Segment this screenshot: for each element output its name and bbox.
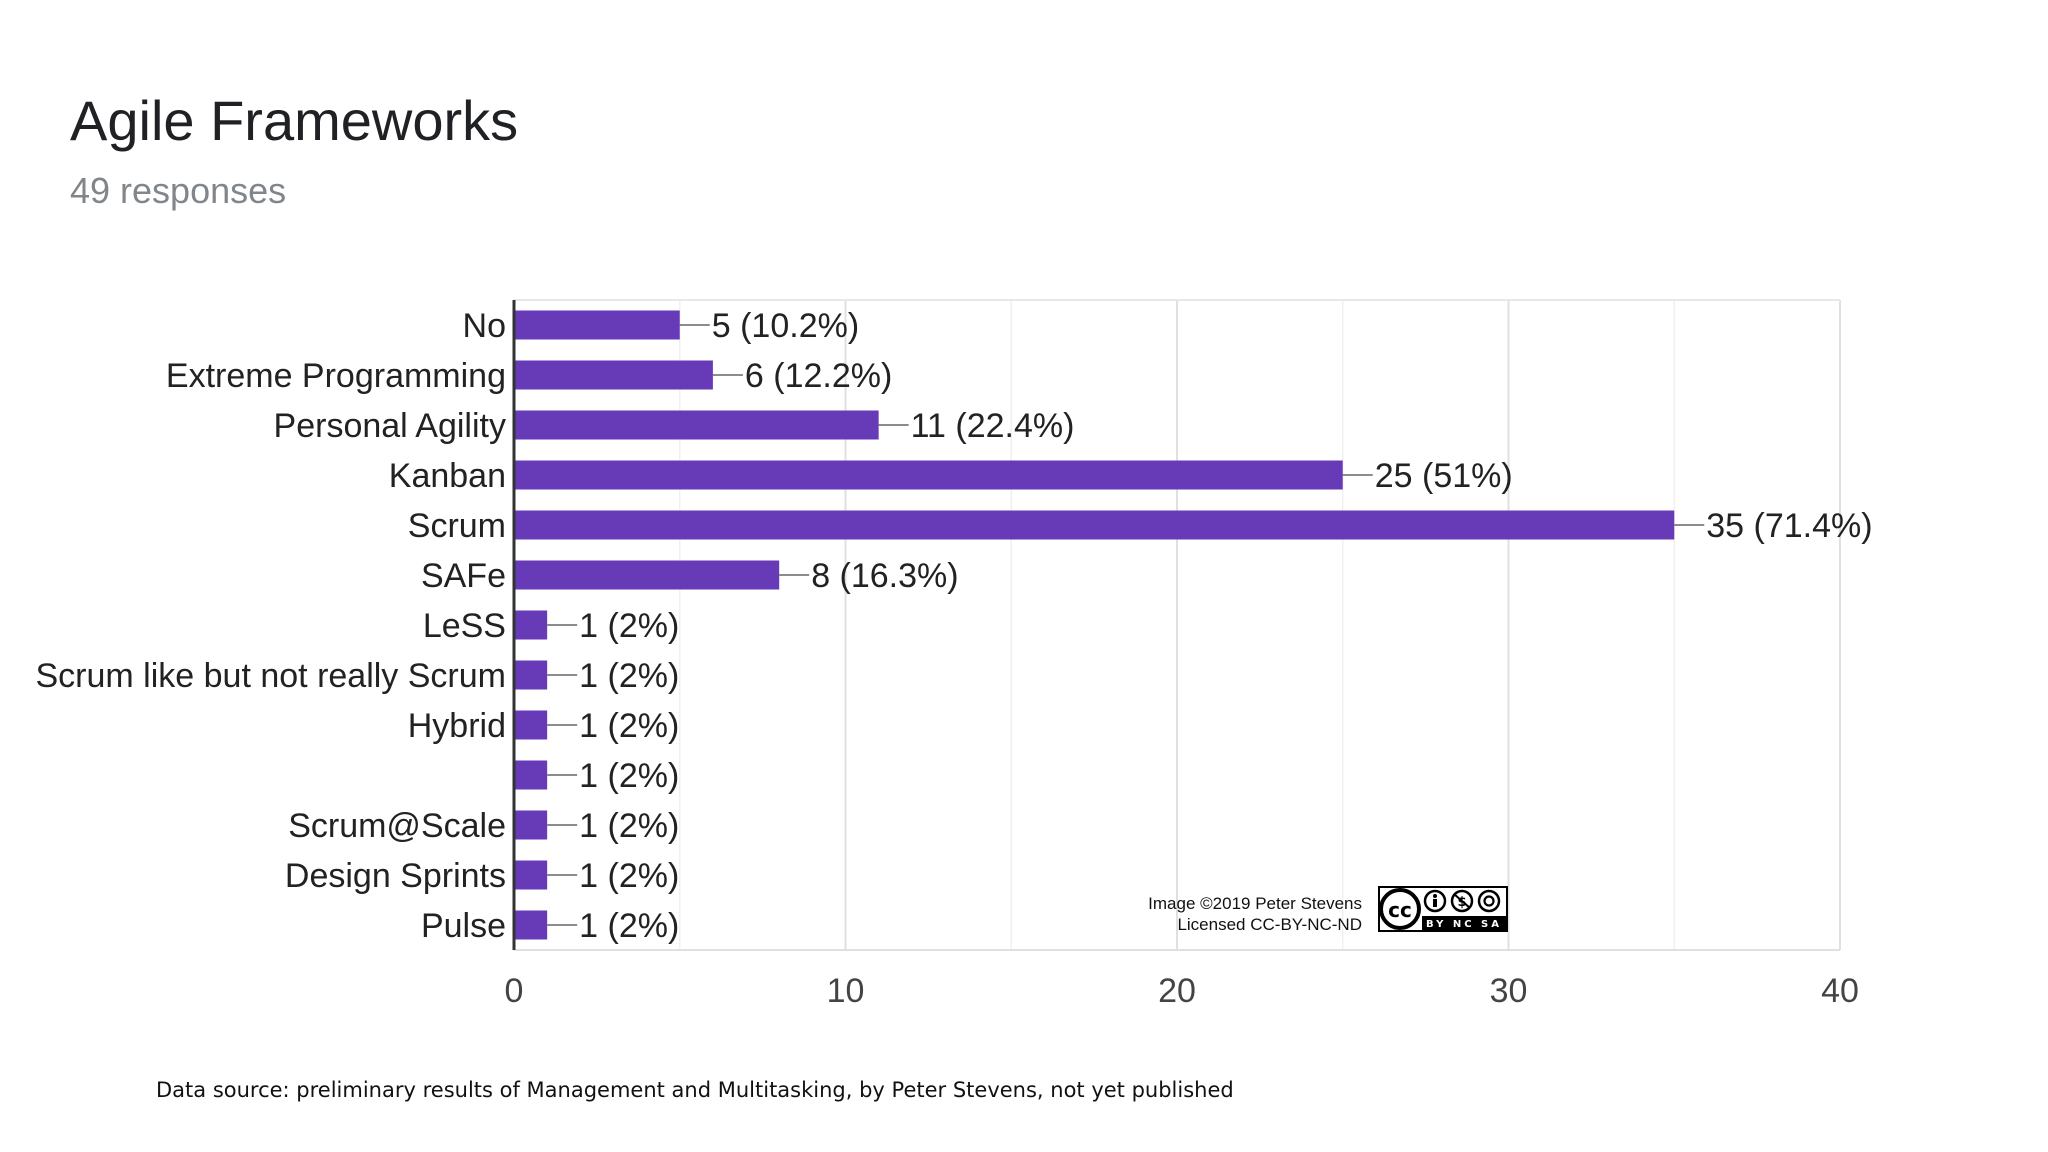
bar: [514, 911, 547, 940]
bar: [514, 311, 680, 340]
data-label: 35 (71.4%): [1706, 507, 1872, 545]
bar: [514, 561, 779, 590]
category-label: Hybrid: [408, 707, 506, 745]
x-tick-label: 10: [827, 972, 865, 1010]
data-label: 1 (2%): [579, 807, 679, 845]
credit-line-2: Licensed CC-BY-NC-ND: [1060, 914, 1362, 935]
data-label: 1 (2%): [579, 707, 679, 745]
bar: [514, 511, 1674, 540]
bar: [514, 811, 547, 840]
cc-license-badge-icon: cc $ BY NC SA: [1378, 886, 1508, 932]
data-label: 11 (22.4%): [911, 407, 1075, 445]
data-label: 25 (51%): [1375, 457, 1513, 495]
bar: [514, 461, 1343, 490]
x-tick-label: 30: [1490, 972, 1528, 1010]
x-tick-label: 40: [1821, 972, 1859, 1010]
data-label: 5 (10.2%): [712, 307, 859, 345]
category-label: Extreme Programming: [166, 357, 506, 395]
category-label: Scrum like but not really Scrum: [36, 657, 507, 695]
data-label: 1 (2%): [579, 757, 679, 795]
bar: [514, 611, 547, 640]
category-label: No: [463, 307, 506, 345]
data-label: 1 (2%): [579, 607, 679, 645]
category-label: SAFe: [421, 557, 506, 595]
bar: [514, 761, 547, 790]
bar: [514, 361, 713, 390]
bar: [514, 861, 547, 890]
category-label: LeSS: [423, 607, 506, 645]
data-source-note: Data source: preliminary results of Mana…: [156, 1078, 1234, 1102]
image-credit: Image ©2019 Peter Stevens Licensed CC-BY…: [1060, 893, 1362, 935]
x-tick-label: 20: [1158, 972, 1196, 1010]
svg-text:cc: cc: [1388, 898, 1412, 922]
credit-line-1: Image ©2019 Peter Stevens: [1060, 893, 1362, 914]
category-label: Design Sprints: [285, 857, 506, 895]
category-label: Personal Agility: [274, 407, 506, 445]
data-label: 6 (12.2%): [745, 357, 892, 395]
x-tick-label: 0: [505, 972, 524, 1010]
category-label: Pulse: [421, 907, 506, 945]
data-label: 1 (2%): [579, 857, 679, 895]
category-label: Kanban: [389, 457, 506, 495]
bar: [514, 411, 879, 440]
data-label: 1 (2%): [579, 657, 679, 695]
category-label: Scrum@Scale: [288, 807, 506, 845]
data-label: 1 (2%): [579, 907, 679, 945]
bar: [514, 711, 547, 740]
category-label: Scrum: [408, 507, 506, 545]
badge-text: BY NC SA: [1426, 919, 1502, 930]
data-label: 8 (16.3%): [811, 557, 958, 595]
bar: [514, 661, 547, 690]
